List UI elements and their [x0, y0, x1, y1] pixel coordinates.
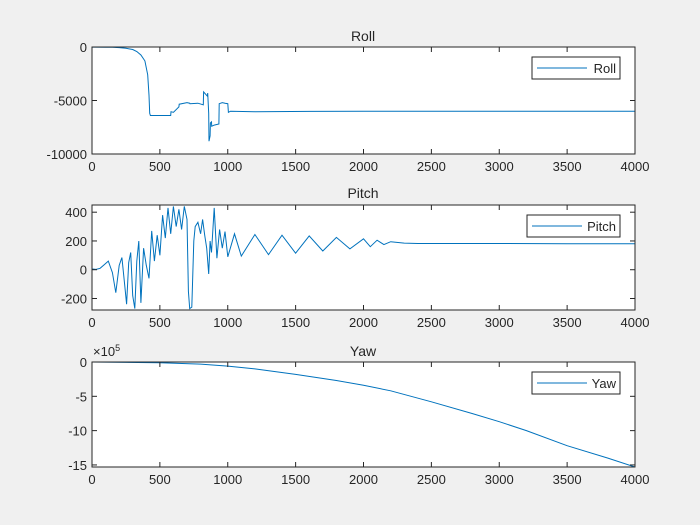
- subplot-roll-title: Roll: [351, 28, 375, 44]
- subplot-yaw-legend-label: Yaw: [592, 376, 617, 391]
- subplot-pitch-xtick-label-7: 3500: [553, 315, 582, 330]
- subplot-roll-xtick-label-6: 3000: [485, 159, 514, 174]
- subplot-roll-xtick-label-2: 1000: [213, 159, 242, 174]
- subplot-roll-xtick-label-7: 3500: [553, 159, 582, 174]
- subplot-pitch-series-line-0: [92, 206, 635, 310]
- subplot-pitch-xtick-label-8: 4000: [621, 315, 650, 330]
- subplot-roll-xtick-label-3: 1500: [281, 159, 310, 174]
- subplot-yaw-ytick-label-2: -10: [68, 424, 87, 439]
- subplot-yaw: Yaw ×105 0 500 1000 1500 2000 2500 3000 3500 400…: [68, 343, 649, 487]
- yaw-exponent-label: ×105: [93, 343, 120, 359]
- subplot-roll-xtick-label-4: 2000: [349, 159, 378, 174]
- subplot-yaw-ytick-label-3: -15: [68, 458, 87, 473]
- subplot-roll-ytick-label-2: -10000: [47, 147, 87, 162]
- subplot-yaw-xtick-label-8: 4000: [621, 472, 650, 487]
- subplot-pitch-xtick-label-5: 2500: [417, 315, 446, 330]
- subplot-pitch-xtick-label-4: 2000: [349, 315, 378, 330]
- subplot-roll-legend: Roll: [531, 56, 621, 80]
- subplot-pitch-ytick-label-3: -200: [61, 291, 87, 306]
- subplot-yaw-xtick-label-0: 0: [88, 472, 95, 487]
- subplot-pitch-legend-label: Pitch: [587, 219, 616, 234]
- subplot-pitch-xtick-label-6: 3000: [485, 315, 514, 330]
- subplot-yaw-ytick-label-0: 0: [80, 355, 87, 370]
- subplot-pitch-ytick-label-0: 400: [65, 205, 87, 220]
- subplot-yaw-xtick-label-5: 2500: [417, 472, 446, 487]
- subplot-pitch-xtick-label-1: 500: [149, 315, 171, 330]
- subplot-pitch: Pitch 0 500 1000 1500 2000 2500 3000 3500 400040…: [61, 185, 649, 330]
- subplot-yaw-xtick-label-7: 3500: [553, 472, 582, 487]
- subplot-pitch-ytick-label-1: 200: [65, 234, 87, 249]
- subplot-yaw-title: Yaw: [350, 343, 377, 359]
- subplot-roll-series-line-0: [92, 47, 635, 142]
- subplot-pitch-xtick-label-2: 1000: [213, 315, 242, 330]
- subplot-pitch-title: Pitch: [347, 185, 378, 201]
- subplot-roll-legend-label: Roll: [594, 61, 617, 76]
- subplot-roll-xtick-label-0: 0: [88, 159, 95, 174]
- subplot-pitch-xtick-label-0: 0: [88, 315, 95, 330]
- subplot-yaw-xtick-label-3: 1500: [281, 472, 310, 487]
- subplot-roll-xtick-label-8: 4000: [621, 159, 650, 174]
- subplot-pitch-legend: Pitch: [526, 214, 621, 238]
- subplot-roll-ytick-label-1: -5000: [54, 94, 87, 109]
- subplot-yaw-series-line-0: [92, 362, 635, 467]
- subplot-pitch-ytick-label-2: 0: [80, 263, 87, 278]
- subplot-roll-ytick-label-0: 0: [80, 40, 87, 55]
- subplot-yaw-xtick-label-2: 1000: [213, 472, 242, 487]
- subplot-pitch-xtick-label-3: 1500: [281, 315, 310, 330]
- subplot-yaw-ytick-label-1: -5: [75, 389, 87, 404]
- subplot-roll: Roll 0 500 1000 1500 2000 2500 3000 3500 4000 0 -5…: [47, 28, 650, 174]
- subplot-yaw-xtick-label-1: 500: [149, 472, 171, 487]
- subplot-yaw-legend: Yaw: [531, 371, 621, 395]
- subplot-roll-xtick-label-1: 500: [149, 159, 171, 174]
- subplot-yaw-xtick-label-4: 2000: [349, 472, 378, 487]
- subplot-yaw-xtick-label-6: 3000: [485, 472, 514, 487]
- subplot-roll-xtick-label-5: 2500: [417, 159, 446, 174]
